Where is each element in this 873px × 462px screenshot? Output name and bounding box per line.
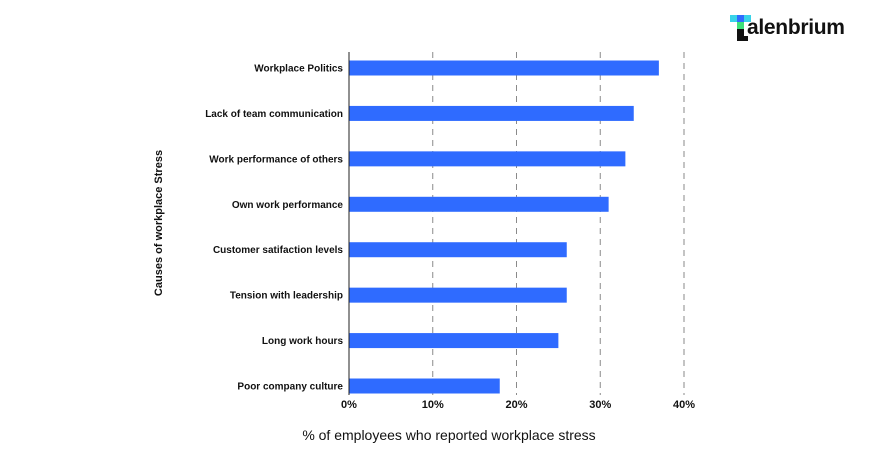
category-label: Lack of team communication — [205, 109, 343, 120]
x-tick-label: 30% — [589, 399, 611, 411]
category-label: Own work performance — [232, 200, 344, 211]
y-axis-title: Causes of workplace Stress — [153, 150, 165, 296]
category-label: Tension with leadership — [230, 291, 343, 302]
category-label: Workplace Politics — [254, 64, 343, 75]
x-tick-label: 0% — [341, 399, 357, 411]
talenbrium-logo: alenbrium — [730, 15, 845, 41]
category-label: Customer satifaction levels — [213, 245, 343, 256]
category-labels: Workplace Politics Lack of team communica… — [205, 64, 343, 393]
bar — [349, 196, 609, 212]
x-axis-title: % of employees who reported workplace st… — [302, 427, 595, 443]
bars — [349, 60, 659, 394]
x-tick-labels: 0% 10% 20% 30% 40% — [341, 399, 695, 411]
bar — [349, 242, 567, 258]
bar — [349, 151, 626, 167]
x-tick-label: 40% — [673, 399, 695, 411]
bar — [349, 378, 500, 394]
x-tick-label: 10% — [422, 399, 444, 411]
bar — [349, 333, 559, 349]
bar — [349, 60, 659, 76]
talenbrium-logo-mark-icon — [730, 15, 752, 41]
x-tick-label: 20% — [505, 399, 527, 411]
bar — [349, 287, 567, 303]
bar — [349, 105, 634, 121]
logo-text: alenbrium — [747, 16, 845, 39]
category-label: Poor company culture — [237, 382, 343, 393]
category-label: Long work hours — [262, 336, 344, 347]
category-label: Work performance of others — [209, 154, 343, 165]
